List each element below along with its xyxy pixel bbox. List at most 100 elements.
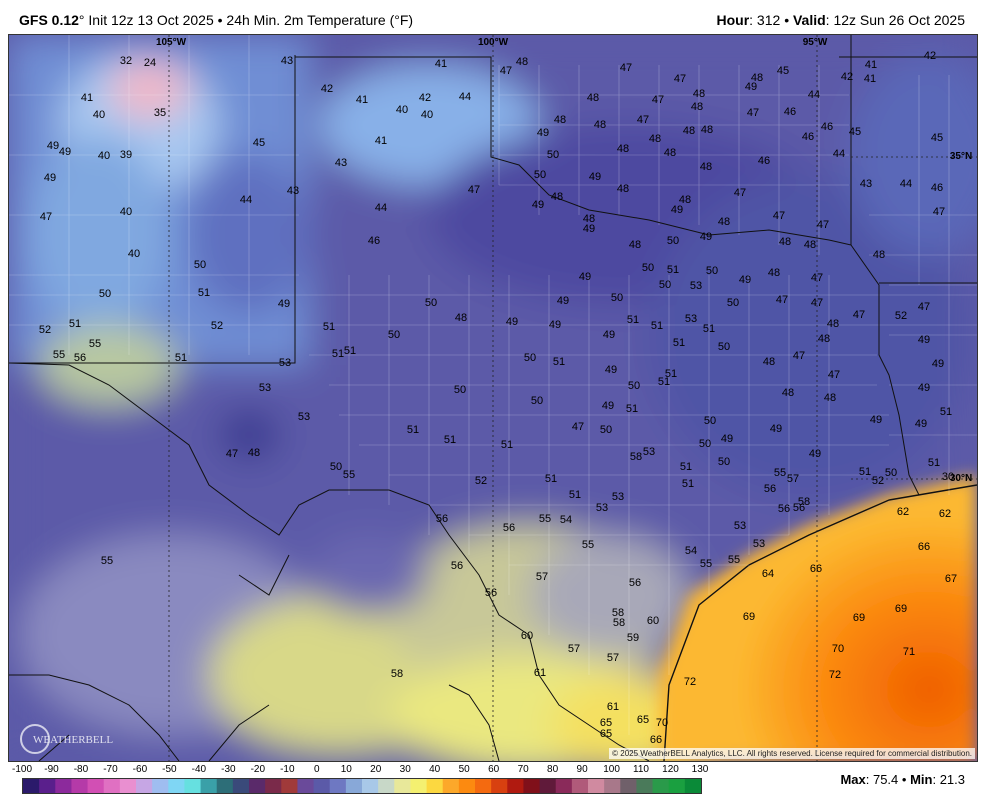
temperature-value: 70: [656, 717, 668, 729]
temperature-value: 47: [918, 301, 930, 313]
temperature-value: 47: [776, 294, 788, 306]
colorbar-tick: 10: [340, 764, 352, 775]
temperature-value: 50: [388, 329, 400, 341]
colorbar-swatch: [458, 779, 476, 793]
temperature-value: 47: [652, 94, 664, 106]
temperature-value: 41: [356, 94, 368, 106]
temperature-value: 44: [833, 148, 845, 160]
temperature-value: 48: [763, 356, 775, 368]
min-label: Min: [910, 772, 933, 787]
temperature-value: 51: [501, 439, 513, 451]
colorbar-tick: 90: [576, 764, 588, 775]
temperature-value: 45: [931, 132, 943, 144]
lon-label: 95°W: [803, 37, 828, 48]
temperature-value: 41: [864, 73, 876, 85]
temperature-value: 61: [534, 667, 546, 679]
temperature-value: 60: [647, 615, 659, 627]
temperature-value: 51: [673, 337, 685, 349]
coastline: [663, 484, 977, 761]
temperature-value: 52: [475, 475, 487, 487]
temperature-value: 51: [665, 368, 677, 380]
colorbar-swatch: [297, 779, 315, 793]
colorbar-swatch: [442, 779, 460, 793]
temperature-value: 55: [89, 338, 101, 350]
temperature-value: 50: [718, 341, 730, 353]
temperature-value: 50: [330, 461, 342, 473]
temperature-value: 49: [671, 204, 683, 216]
temperature-value: 56: [629, 577, 641, 589]
valid-time-header: Hour: 312 • Valid: 12z Sun 26 Oct 2025: [716, 12, 965, 28]
temperature-value: 47: [817, 219, 829, 231]
colorbar-swatch: [620, 779, 637, 793]
colorbar-tick: -20: [250, 764, 266, 775]
colorbar-swatch: [119, 779, 137, 793]
temperature-value: 51: [569, 489, 581, 501]
temperature-value: 53: [734, 520, 746, 532]
temperature-value: 52: [895, 310, 907, 322]
colorbar-tick: 20: [370, 764, 382, 775]
colorbar-swatch: [71, 779, 89, 793]
temperature-value: 51: [703, 323, 715, 335]
colorbar-swatch: [281, 779, 298, 793]
temperature-value: 47: [637, 114, 649, 126]
temperature-value: 47: [747, 107, 759, 119]
temperature-value: 59: [627, 632, 639, 644]
colorbar-tick: -90: [44, 764, 59, 775]
temperature-value: 55: [101, 555, 113, 567]
colorbar-swatch: [232, 779, 250, 793]
colorbar-swatch: [378, 779, 395, 793]
map-title: GFS 0.12° Init 12z 13 Oct 2025 • 24h Min…: [19, 12, 413, 28]
temperature-value: 51: [682, 478, 694, 490]
lon-label: 100°W: [478, 37, 509, 48]
temperature-value: 58: [630, 451, 642, 463]
temperature-value: 49: [918, 334, 930, 346]
temperature-value: 58: [798, 496, 810, 508]
temperature-value: 62: [939, 508, 951, 520]
title-separator: •: [217, 12, 223, 28]
temperature-value: 49: [739, 274, 751, 286]
temperature-value: 50: [706, 265, 718, 277]
colorbar-swatch: [329, 779, 347, 793]
temperature-map[interactable]: 105°W 100°W 95°W 35°N 30°N 32 24 43 41 48 47 4…: [8, 34, 978, 762]
temperature-value: 69: [743, 611, 755, 623]
temperature-value: 53: [690, 280, 702, 292]
temperature-value: 30: [942, 471, 954, 483]
temperature-value: 40: [98, 150, 110, 162]
colorbar-swatch: [555, 779, 573, 793]
temperature-value: 49: [809, 448, 821, 460]
temperature-value: 48: [554, 114, 566, 126]
temperature-value: 58: [391, 668, 403, 680]
temperature-value: 51: [198, 287, 210, 299]
temperature-value: 41: [81, 92, 93, 104]
temperature-value: 40: [120, 206, 132, 218]
temperature-value: 41: [865, 59, 877, 71]
temperature-value: 50: [704, 415, 716, 427]
temperature-value: 32: [120, 55, 132, 67]
temperature-value: 51: [928, 457, 940, 469]
temperature-value: 49: [870, 414, 882, 426]
temperature-value: 49: [557, 295, 569, 307]
colorbar-tick: -40: [191, 764, 207, 775]
degree-mark: °: [78, 12, 85, 28]
temperature-value: 55: [343, 469, 355, 481]
temperature-value: 48: [782, 387, 794, 399]
temperature-value: 50: [99, 288, 111, 300]
temperature-value: 49: [603, 329, 615, 341]
colorbar-tick: -50: [162, 764, 177, 775]
temperature-value: 49: [506, 316, 518, 328]
temperature-value: 46: [758, 155, 770, 167]
temperature-value: 47: [620, 62, 632, 74]
temperature-value: 50: [534, 169, 546, 181]
colorbar-swatch: [571, 779, 589, 793]
colorbar-swatch: [362, 779, 379, 793]
temperature-value: 47: [572, 421, 584, 433]
temperature-value: 56: [778, 503, 790, 515]
colorbar-tick: -10: [280, 764, 295, 775]
temperature-value: 47: [933, 206, 945, 218]
temperature-value: 51: [553, 356, 565, 368]
temperature-value: 56: [485, 587, 497, 599]
temperature-value: 65: [600, 728, 612, 740]
temperature-value: 49: [721, 433, 733, 445]
temperature-value: 50: [628, 380, 640, 392]
